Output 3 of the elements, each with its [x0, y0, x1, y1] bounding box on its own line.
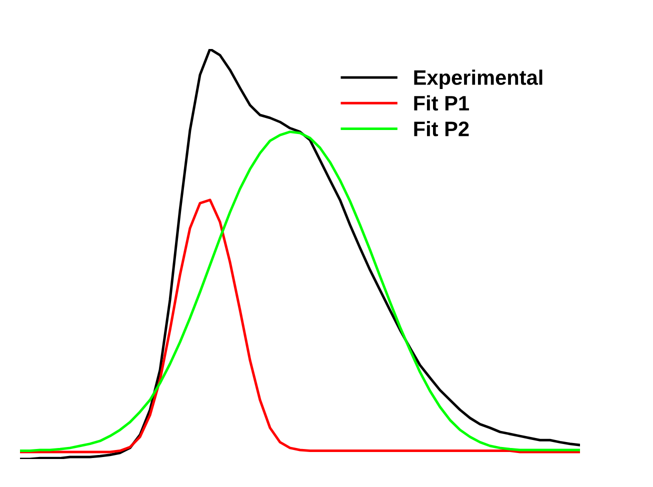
legend-label: Fit P2	[414, 120, 469, 136]
legend-label: Experimental	[414, 70, 542, 90]
legend-label: Fit P1	[414, 95, 469, 111]
